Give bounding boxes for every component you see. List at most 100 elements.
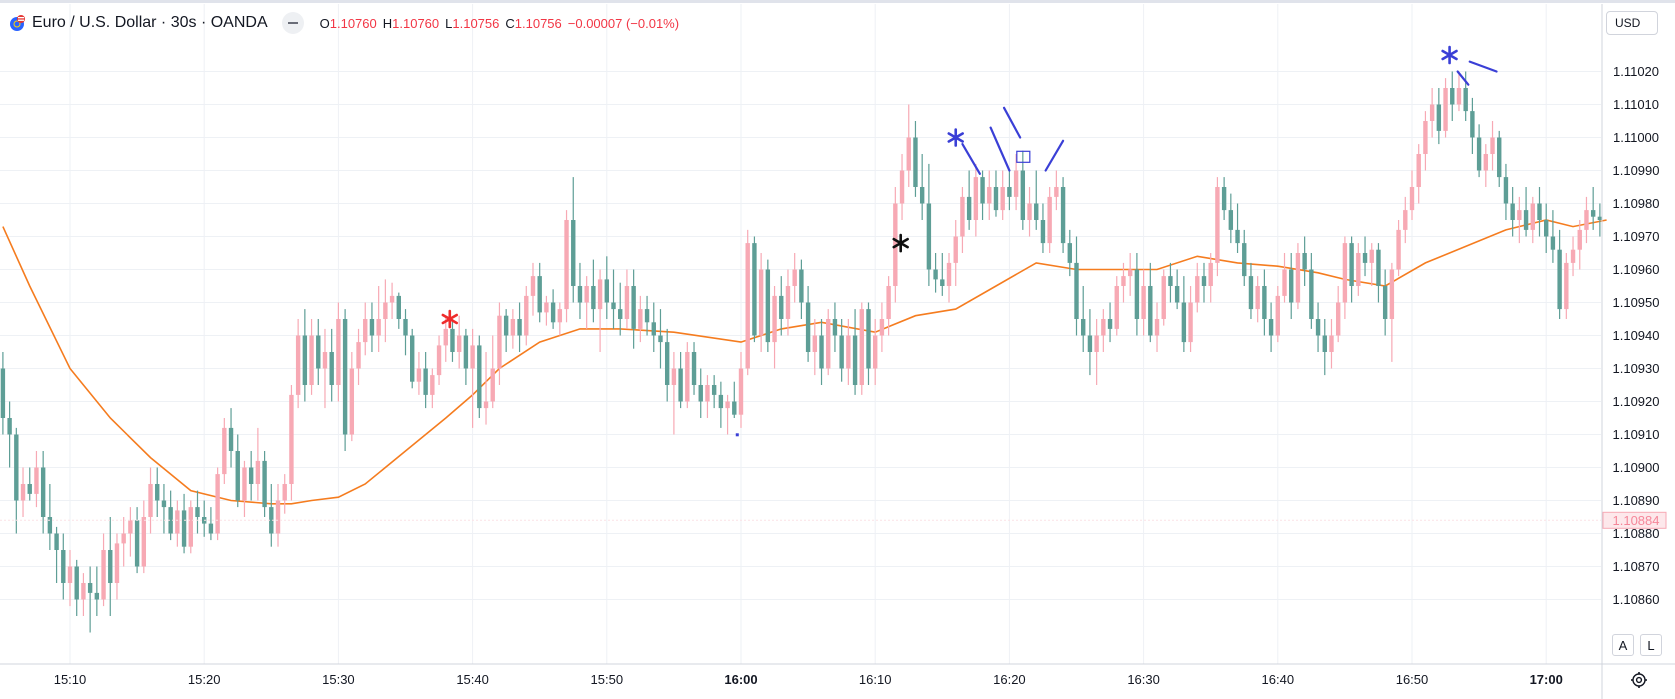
y-tick-label: 1.10940	[1613, 328, 1660, 343]
candle-body	[839, 335, 844, 369]
candle-body	[886, 286, 891, 319]
dot-annotation	[735, 433, 739, 437]
candle-body	[1503, 177, 1509, 204]
candle-body	[638, 309, 643, 329]
candle-body	[175, 510, 180, 534]
candle-body	[148, 484, 153, 517]
candle-body	[262, 460, 267, 508]
trend-line-annotation	[1456, 70, 1470, 86]
candle-body	[1476, 137, 1482, 171]
candle-body	[1195, 276, 1200, 303]
candle-body	[879, 319, 885, 336]
candle-body	[34, 467, 39, 494]
y-tick-label: 1.10950	[1613, 295, 1660, 310]
candle-body	[738, 368, 744, 415]
drawings-layer	[441, 45, 1498, 437]
candle-body	[1429, 104, 1435, 121]
y-tick-label: 1.11000	[1613, 130, 1659, 145]
candle-body	[812, 335, 818, 352]
candle-body	[973, 177, 979, 220]
candle-body	[1255, 286, 1260, 310]
candle-body	[517, 319, 522, 336]
candle-body	[376, 319, 381, 336]
symbol-legend[interactable]: Euro / U.S. Dollar · 30s · OANDA O1.1076…	[8, 12, 679, 34]
candle-body	[242, 467, 247, 501]
candle-body	[450, 328, 455, 352]
candle-body	[1584, 210, 1589, 230]
candle-body	[1081, 319, 1086, 336]
candle-body	[1221, 187, 1227, 211]
candle-body	[275, 500, 281, 534]
candle-body	[772, 295, 777, 343]
candle-body	[1416, 154, 1421, 187]
candle-body	[765, 269, 771, 343]
y-tick-label: 1.11020	[1613, 64, 1659, 79]
candle-body	[1544, 220, 1549, 237]
candle-body	[1423, 121, 1428, 154]
candle-body	[873, 335, 878, 369]
candle-body	[631, 286, 636, 329]
candle-body	[181, 510, 187, 547]
candle-body	[61, 550, 66, 583]
trend-line-annotation	[1468, 60, 1498, 73]
candle-body	[1275, 295, 1280, 336]
auto-scale-button[interactable]: A	[1612, 634, 1634, 656]
candle-body	[87, 583, 93, 593]
candle-body	[316, 335, 321, 369]
trend-line-annotation	[1002, 106, 1022, 139]
candle-body	[349, 368, 355, 435]
eur-usd-flag-icon	[8, 14, 26, 32]
y-tick-label: 1.10970	[1613, 229, 1660, 244]
y-tick-label: 1.10930	[1613, 361, 1660, 376]
candle-body	[678, 368, 683, 402]
candle-body	[1295, 253, 1301, 303]
rectangle-annotation	[1016, 150, 1031, 163]
candle-body	[141, 517, 147, 567]
candle-body	[1013, 170, 1019, 197]
asterisk-annotation	[1441, 45, 1458, 65]
y-tick-label: 1.10980	[1613, 196, 1660, 211]
candle-body	[463, 335, 469, 369]
ohlc-value-close: 1.10756	[514, 15, 562, 31]
candle-body	[745, 243, 750, 369]
candle-body	[255, 460, 261, 484]
candle-body	[1161, 276, 1166, 319]
trend-line-annotation	[961, 143, 981, 175]
candle-body	[718, 394, 724, 409]
axes: 1.10860 1.10870 1.10880 1.10890 1.10900 1.109…	[0, 4, 1675, 699]
candle-body	[363, 319, 368, 343]
ohlc-value-open: 1.10760	[329, 15, 377, 31]
candle-body	[1127, 269, 1133, 277]
candle-body	[27, 484, 32, 494]
candle-body	[228, 427, 234, 451]
candle-body	[128, 520, 133, 534]
candle-body	[470, 345, 475, 369]
candle-body	[114, 543, 120, 583]
candle-body	[94, 592, 100, 600]
candle-body	[1597, 216, 1603, 220]
x-tick-label: 16:00	[724, 672, 757, 687]
candle-body	[1282, 269, 1287, 296]
candle-body	[1530, 203, 1535, 230]
candle-body	[497, 315, 502, 369]
candle-body	[1517, 210, 1522, 220]
candle-body	[805, 302, 811, 352]
candle-body	[1148, 286, 1153, 336]
candle-body	[785, 286, 791, 319]
chart-settings-button[interactable]	[1628, 669, 1650, 691]
ohlc-label-high: H	[382, 15, 393, 31]
currency-selector[interactable]: USD	[1606, 11, 1658, 35]
last-price-badge	[1602, 511, 1667, 529]
candle-body	[503, 315, 509, 336]
x-tick-label: 15:10	[54, 672, 87, 687]
candle-body	[430, 375, 435, 395]
candle-body	[1436, 104, 1442, 131]
candle-body	[564, 220, 569, 310]
candle-body	[161, 500, 167, 508]
log-scale-button[interactable]: L	[1640, 634, 1662, 656]
candle-body	[329, 352, 334, 385]
legend-collapse-button[interactable]	[281, 12, 304, 34]
candle-body	[1289, 269, 1294, 303]
candle-body	[1382, 286, 1388, 319]
